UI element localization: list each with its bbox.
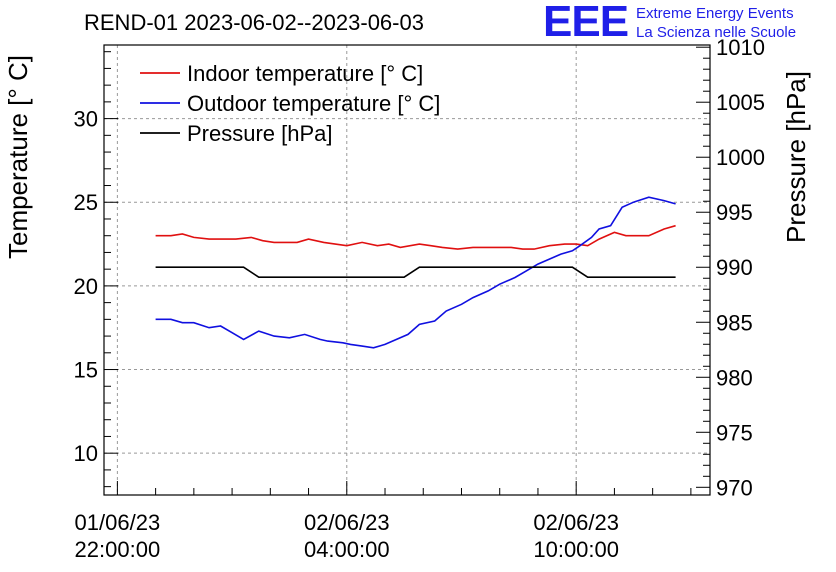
series-layer bbox=[155, 196, 676, 349]
left-tick-label: 20 bbox=[74, 274, 98, 299]
right-tick-label: 1000 bbox=[716, 145, 765, 170]
grid-lines bbox=[104, 45, 710, 495]
legend: Indoor temperature [° C] Outdoor temperat… bbox=[140, 61, 440, 146]
y-axis-label-left: Temperature [° C] bbox=[3, 55, 33, 259]
left-tick-label: 10 bbox=[74, 441, 98, 466]
series-line-1 bbox=[155, 224, 676, 250]
left-tick-label: 15 bbox=[74, 358, 98, 383]
x-tick-date: 01/06/23 bbox=[75, 510, 161, 535]
x-tick-time: 22:00:00 bbox=[75, 537, 161, 562]
logo-line-2: La Scienza nelle Scuole bbox=[636, 24, 797, 41]
legend-label-3: Pressure [hPa] bbox=[187, 121, 333, 146]
right-tick-label: 1010 bbox=[716, 35, 765, 60]
right-tick-label: 990 bbox=[716, 255, 753, 280]
x-tick-time: 10:00:00 bbox=[533, 537, 619, 562]
bottom-axis: 01/06/2322:00:0002/06/2304:00:0002/06/23… bbox=[75, 481, 692, 562]
right-tick-label: 975 bbox=[716, 420, 753, 445]
left-axis: 10 15 20 25 30 bbox=[74, 51, 118, 488]
x-tick-time: 04:00:00 bbox=[304, 537, 390, 562]
plot-frame bbox=[103, 44, 711, 496]
x-tick-date: 02/06/23 bbox=[304, 510, 390, 535]
right-tick-label: 1005 bbox=[716, 90, 765, 115]
series-line-3 bbox=[155, 266, 676, 278]
legend-label-2: Outdoor temperature [° C] bbox=[187, 91, 440, 116]
logo-line-1: Extreme Energy Events bbox=[636, 5, 794, 22]
x-tick-date: 02/06/23 bbox=[533, 510, 619, 535]
y-axis-label-right: Pressure [hPa] bbox=[781, 71, 811, 243]
right-tick-label: 970 bbox=[716, 475, 753, 500]
right-tick-label: 980 bbox=[716, 365, 753, 390]
right-tick-label: 985 bbox=[716, 310, 753, 335]
right-tick-label: 995 bbox=[716, 200, 753, 225]
legend-label-1: Indoor temperature [° C] bbox=[187, 61, 423, 86]
left-tick-label: 25 bbox=[74, 190, 98, 215]
eee-logo: EEE bbox=[543, 0, 629, 46]
series-line-2 bbox=[155, 196, 676, 349]
right-axis: 970 975 980 985 990 995 1000 1005 1010 bbox=[696, 35, 765, 500]
chart-title: REND-01 2023-06-02--2023-06-03 bbox=[84, 10, 424, 35]
left-tick-label: 30 bbox=[74, 107, 98, 132]
